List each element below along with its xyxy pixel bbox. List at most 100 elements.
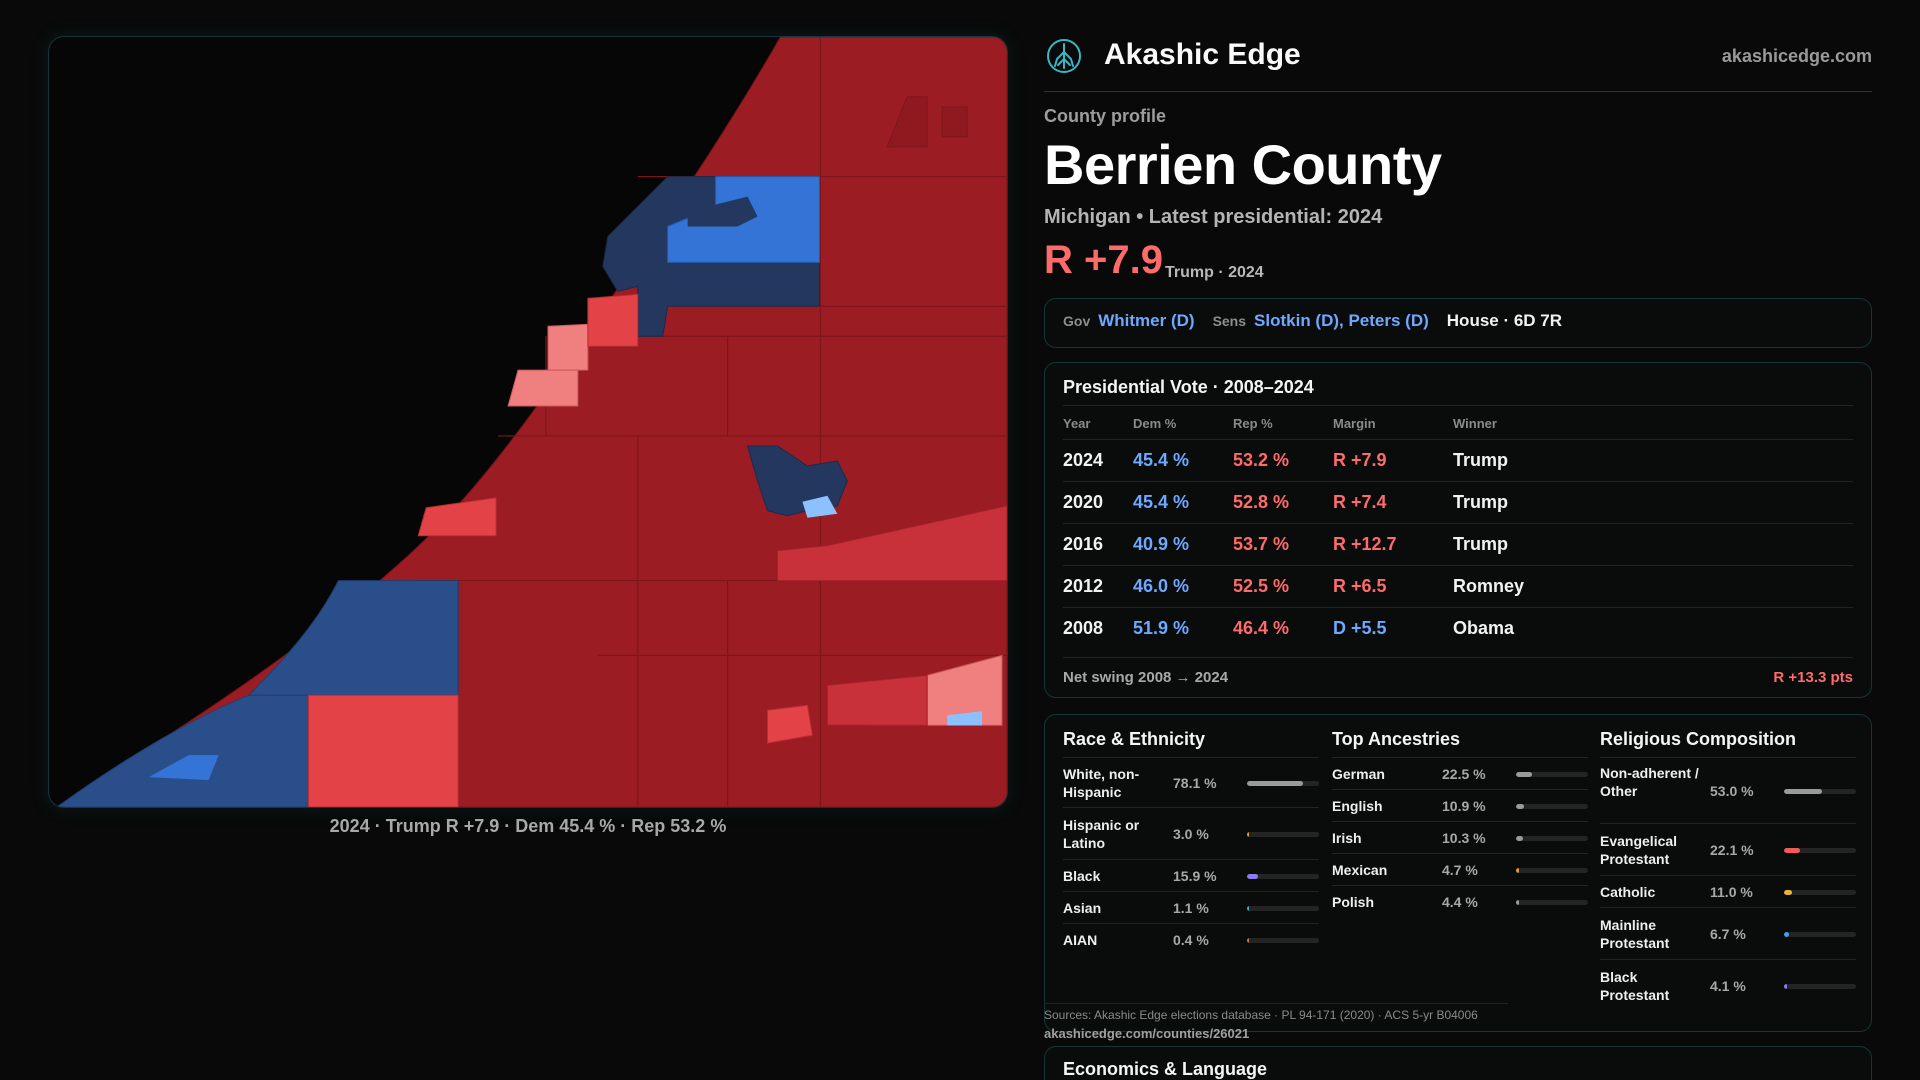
precinct-ne-a <box>886 96 928 148</box>
item-percent: 4.7 % <box>1442 862 1478 878</box>
item-percent: 78.1 % <box>1173 775 1217 791</box>
item-percent: 10.9 % <box>1442 798 1486 814</box>
precinct-dem-center-light <box>802 495 838 518</box>
list-item: Black 15.9 % <box>1063 859 1319 891</box>
item-label: Black Protestant <box>1600 969 1670 1003</box>
precinct-borders <box>418 37 1007 807</box>
row-dem: 51.9 % <box>1133 618 1190 638</box>
list-item: Hispanic or Latino 3.0 % <box>1063 807 1319 859</box>
share-bar-fill <box>1247 781 1303 786</box>
list-item: Evangelical Protestant 22.1 % <box>1600 823 1856 875</box>
item-percent: 4.1 % <box>1710 978 1746 994</box>
share-bar-fill <box>1784 890 1792 895</box>
item-label: Black <box>1063 868 1101 884</box>
row-year: 2016 <box>1063 534 1104 554</box>
row-year: 2008 <box>1063 618 1104 638</box>
row-dem: 40.9 % <box>1133 534 1190 554</box>
economics-card: Economics & Language <box>1044 1046 1872 1080</box>
row-rep: 52.8 % <box>1233 492 1290 512</box>
sens-label: Sens <box>1212 313 1247 329</box>
row-winner: Romney <box>1453 576 1525 596</box>
share-bar-fill <box>1784 932 1789 937</box>
precinct-rep-west <box>417 497 497 537</box>
item-label: Hispanic or Latino <box>1063 817 1140 851</box>
row-winner: Obama <box>1453 618 1515 638</box>
share-bar <box>1247 938 1319 943</box>
item-label: White, non-Hispanic <box>1063 766 1140 800</box>
share-bar <box>1516 900 1588 905</box>
row-rep: 53.2 % <box>1233 450 1290 470</box>
presidential-table: Year Dem % Rep % Margin Winner 2024 45.4… <box>1063 405 1853 649</box>
brand-url-link[interactable]: akashicedge.com <box>1721 46 1872 66</box>
share-bar <box>1784 890 1856 895</box>
row-margin: D +5.5 <box>1333 618 1387 638</box>
share-bar-fill <box>1516 804 1524 809</box>
gov-label: Gov <box>1063 313 1091 329</box>
item-percent: 10.3 % <box>1442 830 1486 846</box>
share-bar-fill <box>1516 772 1532 777</box>
list-item: Mainline Protestant 6.7 % <box>1600 907 1856 959</box>
table-header: Year Dem % Rep % Margin Winner <box>1063 405 1853 439</box>
item-label: German <box>1332 766 1385 782</box>
col-year: Year <box>1063 416 1091 431</box>
share-bar-fill <box>1516 900 1519 905</box>
precinct-dem-niles-lake <box>947 711 983 726</box>
county-map-svg <box>56 37 1007 807</box>
precinct-rep-coast-a <box>547 323 589 371</box>
list-item: English 10.9 % <box>1332 789 1588 821</box>
precinct-dem-sw-inner <box>148 755 219 781</box>
presidential-vote-card: Presidential Vote · 2008–2024 Year Dem %… <box>1044 362 1872 698</box>
brand-header: Akashic Edge akashicedge.com <box>1044 32 1872 92</box>
ancestry-title: Top Ancestries <box>1332 729 1461 749</box>
profile-eyebrow: County profile <box>1044 106 1166 126</box>
list-item: White, non-Hispanic 78.1 % <box>1063 757 1319 807</box>
share-bar-fill <box>1247 938 1249 943</box>
share-bar <box>1784 848 1856 853</box>
gov-value: Whitmer (D) <box>1098 311 1195 330</box>
ancestry-section: Top Ancestries German 22.5 % English 10.9 %… <box>1332 715 1588 1033</box>
county-map[interactable] <box>48 36 1008 808</box>
religion-title: Religious Composition <box>1600 729 1796 749</box>
table-row: 2012 46.0 % 52.5 % R +6.5 Romney <box>1063 565 1853 607</box>
item-percent: 22.5 % <box>1442 766 1486 782</box>
precinct-rep-coast-c <box>507 369 579 407</box>
item-label: Mexican <box>1332 862 1388 878</box>
row-year: 2012 <box>1063 576 1104 596</box>
item-percent: 4.4 % <box>1442 894 1478 910</box>
item-label: AIAN <box>1063 932 1098 948</box>
county-subtitle: Michigan • Latest presidential: 2024 <box>1044 206 1383 228</box>
item-percent: 15.9 % <box>1173 868 1217 884</box>
row-year: 2024 <box>1063 450 1104 470</box>
table-row: 2024 45.4 % 53.2 % R +7.9 Trump <box>1063 439 1853 481</box>
share-bar <box>1784 984 1856 989</box>
sources-note: Sources: Akashic Edge elections database… <box>1044 1003 1508 1022</box>
share-bar-fill <box>1784 984 1787 989</box>
demographics-card: Race & Ethnicity White, non-Hispanic 78.1… <box>1044 714 1872 1032</box>
row-margin: R +12.7 <box>1333 534 1397 554</box>
col-winner: Winner <box>1453 416 1497 431</box>
county-url-link[interactable]: akashicedge.com/counties/26021 <box>1044 1026 1250 1041</box>
share-bar <box>1516 836 1588 841</box>
precinct-rep-coast-b <box>587 293 639 347</box>
house-value: House · 6D 7R <box>1446 311 1563 330</box>
item-percent: 53.0 % <box>1710 783 1754 799</box>
tree-of-life-icon <box>1047 39 1081 73</box>
list-item: AIAN 0.4 % <box>1063 923 1319 955</box>
row-rep: 53.7 % <box>1233 534 1290 554</box>
col-rep: Rep % <box>1233 416 1273 431</box>
item-percent: 3.0 % <box>1173 826 1209 842</box>
county-profile-panel: Akashic Edge akashicedge.com County prof… <box>1044 0 1872 1080</box>
race-title: Race & Ethnicity <box>1063 729 1206 749</box>
list-item: Mexican 4.7 % <box>1332 853 1588 885</box>
share-bar <box>1247 906 1319 911</box>
share-bar <box>1247 874 1319 879</box>
item-label: Irish <box>1332 830 1362 846</box>
row-year: 2020 <box>1063 492 1104 512</box>
item-percent: 1.1 % <box>1173 900 1209 916</box>
headline-margin-note: Trump · 2024 <box>1165 264 1264 281</box>
share-bar <box>1516 804 1588 809</box>
brand-name: Akashic Edge <box>1104 38 1301 71</box>
share-bar <box>1516 772 1588 777</box>
share-bar-fill <box>1516 868 1519 873</box>
share-bar-fill <box>1247 874 1258 879</box>
